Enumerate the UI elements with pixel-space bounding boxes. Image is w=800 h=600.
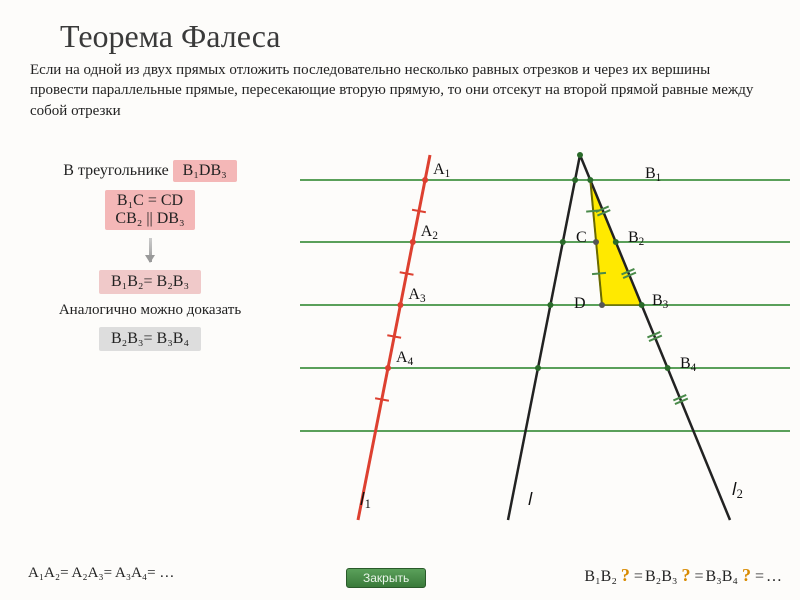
svg-text:B1: B1 [645, 165, 661, 184]
svg-text:C: C [576, 229, 587, 246]
proof-highlight: B₁C = CD CB₂ || DB₃ [105, 190, 194, 230]
proof-line-1: В треугольнике B₁DB₃ [25, 160, 275, 182]
svg-text:A3: A3 [408, 286, 426, 305]
question-mark-icon: ? [619, 565, 632, 586]
bottom-equation-A: A₁A₂= A₂A₃= A₃A₄= … [28, 565, 174, 582]
proof-result-1: B₁B₂= B₂B₃ [25, 270, 275, 294]
close-button[interactable]: Закрыть [346, 568, 426, 588]
bottom-equation-B: B₁B₂ ? = B₂B₃ ? = B₃B₄ ? = … [584, 565, 782, 586]
theorem-statement: Если на одной из двух прямых отложить по… [30, 60, 770, 121]
arrow-down-icon [149, 238, 152, 262]
svg-text:B4: B4 [680, 355, 697, 374]
svg-text:A4: A4 [396, 349, 414, 368]
question-mark-icon: ? [679, 565, 692, 586]
thales-diagram: A1 A2 A3 A4 B1 B2 B3 B4 C D𝑙1 𝑙 𝑙2 [300, 150, 790, 530]
svg-text:𝑙2: 𝑙2 [732, 479, 743, 501]
question-mark-icon: ? [740, 565, 753, 586]
proof-result-2: B₂B₃= B₃B₄ [25, 327, 275, 351]
svg-text:B2: B2 [628, 229, 644, 248]
proof-analog: Аналогично можно доказать [25, 302, 275, 319]
proof-text: В треугольнике [63, 162, 172, 179]
proof-column: В треугольнике B₁DB₃ B₁C = CD CB₂ || DB₃… [25, 160, 275, 359]
proof-line-2: B₁C = CD CB₂ || DB₃ [25, 190, 275, 230]
svg-text:𝑙: 𝑙 [528, 489, 533, 509]
proof-highlight: B₁DB₃ [173, 160, 237, 182]
svg-text:A2: A2 [421, 223, 438, 242]
page-title: Теорема Фалеса [60, 18, 281, 55]
svg-text:𝑙1: 𝑙1 [360, 489, 371, 511]
svg-text:A1: A1 [433, 161, 450, 180]
svg-text:D: D [574, 295, 586, 312]
svg-text:B3: B3 [652, 292, 669, 311]
